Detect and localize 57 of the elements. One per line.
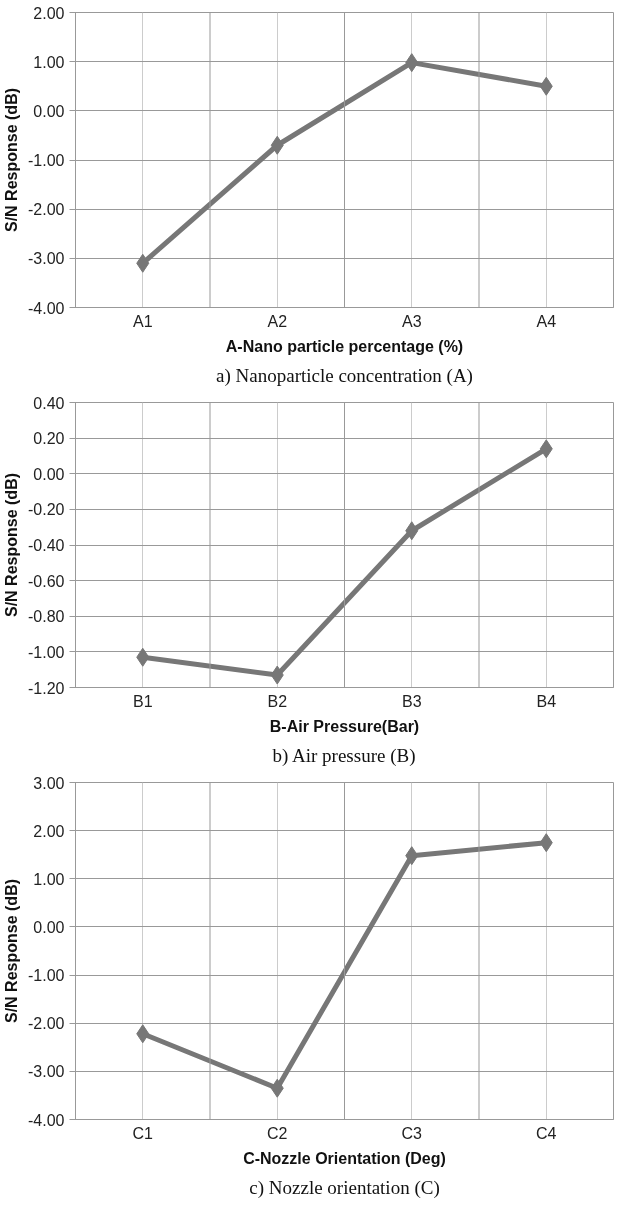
point (136, 253, 150, 273)
y-tick-label: -2.00 (28, 201, 65, 219)
y-axis-title: S/N Response (dB) (3, 878, 21, 1024)
y-tick-label: 1.00 (33, 870, 65, 888)
y-axis-title: S/N Response (dB) (3, 472, 21, 618)
x-tick-label: C1 (132, 1124, 154, 1142)
x-tick-label: A4 (536, 312, 557, 330)
text: c) Nozzle orientation (C) (249, 1176, 440, 1199)
y-tick-label: -4.00 (28, 299, 65, 317)
y-tick-label: -0.40 (28, 537, 65, 554)
y-tick-label: -1.00 (28, 152, 65, 169)
x-tick-label: B1 (132, 692, 153, 710)
x-tick-label: A1 (132, 312, 153, 330)
x-tick-label: A2 (267, 312, 288, 330)
y-axis-title: S/N Response (dB) (3, 87, 21, 233)
text: a) Nanoparticle concentration (A) (216, 364, 473, 387)
y-tick-label: 0.00 (33, 918, 65, 936)
x-tick-label: C3 (401, 1124, 423, 1142)
point (539, 76, 553, 96)
y-tick-label: 1.00 (33, 53, 65, 71)
y-tick-label: 0.00 (33, 102, 65, 120)
x-axis-title: A-Nano particle percentage (%) (225, 337, 464, 355)
x-axis-title: C-Nozzle Orientation (Deg) (243, 1149, 446, 1167)
x-tick-label: C4 (536, 1124, 557, 1142)
y-tick-label: 0.40 (33, 394, 65, 412)
y-tick-label: -0.20 (28, 501, 65, 519)
point (136, 1024, 150, 1044)
point (270, 1078, 284, 1098)
y-tick-label: -3.00 (28, 1063, 65, 1081)
y-tick-label: 0.20 (33, 430, 65, 448)
y-tick-label: -3.00 (28, 250, 65, 268)
point (405, 846, 419, 866)
y-tick-label: -4.00 (28, 1111, 65, 1129)
x-tick-label: B3 (401, 692, 422, 710)
point (270, 135, 284, 155)
y-tick-label: -0.60 (28, 572, 65, 590)
x-tick-label: B2 (267, 692, 288, 710)
y-tick-label: -1.20 (28, 679, 65, 697)
y-tick-label: -2.00 (28, 1015, 65, 1033)
x-tick-label: B4 (536, 692, 557, 710)
point (539, 833, 553, 853)
y-tick-label: -1.00 (28, 967, 65, 985)
x-tick-label: C2 (267, 1124, 288, 1142)
point (405, 521, 419, 541)
y-tick-label: 2.00 (33, 822, 65, 840)
y-tick-label: 3.00 (33, 774, 65, 792)
y-tick-label: 0.00 (33, 465, 65, 483)
x-tick-label: A3 (401, 312, 422, 330)
y-tick-label: -0.80 (28, 608, 65, 626)
text: b) Air pressure (B) (272, 744, 416, 767)
point (405, 53, 419, 73)
point (270, 665, 284, 685)
x-axis-title: B-Air Pressure(Bar) (269, 717, 420, 735)
point (539, 439, 553, 459)
y-tick-label: -1.00 (28, 643, 65, 661)
point (136, 647, 150, 667)
y-tick-label: 2.00 (33, 4, 65, 22)
